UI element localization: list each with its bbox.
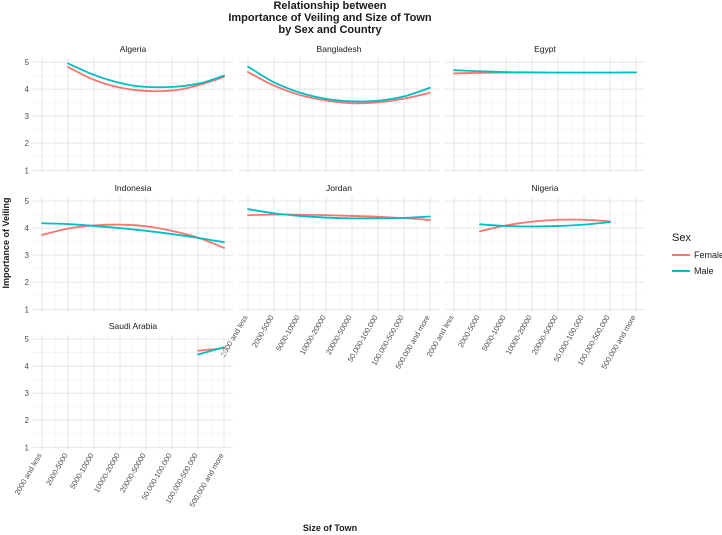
series-line-male: [479, 221, 611, 228]
legend-label-male: Male: [694, 266, 714, 276]
panel-egypt: Egypt: [445, 44, 645, 173]
series-line-male: [453, 69, 637, 74]
y-axis-label: Importance of Veiling: [1, 197, 11, 288]
chart-title-line-3: by Sex and Country: [278, 24, 382, 36]
series-line-male: [67, 62, 225, 89]
y-tick-label: 4: [25, 362, 30, 371]
y-tick-label: 2: [25, 416, 30, 425]
chart-title-line-2: Importance of Veiling and Size of Town: [228, 12, 432, 24]
panel-bangladesh: Bangladesh: [239, 44, 439, 173]
panel-algeria: Algeria 1 2 3 4 5: [25, 44, 233, 175]
x-tick-label: 2000 and less: [13, 451, 44, 496]
x-tick-label: 2000-5000: [44, 452, 70, 488]
panel-title: Jordan: [326, 183, 352, 193]
y-tick-label: 4: [25, 85, 30, 94]
x-tick-label: 5000-10000: [68, 452, 96, 491]
series-line-male: [197, 346, 225, 356]
panel-jordan: Jordan 2000 and less 2000-50005000-1000010…: [219, 183, 439, 371]
y-tick-label: 2: [25, 139, 30, 148]
series-line-female: [67, 66, 225, 93]
y-tick-label: 5: [25, 335, 30, 344]
panel-title: Nigeria: [532, 183, 559, 193]
x-tick-label: 2000 and less: [219, 313, 250, 358]
x-tick-label: 10000-20000: [504, 314, 534, 357]
x-tick-label: 2000-5000: [456, 314, 482, 350]
y-tick-label: 5: [25, 58, 30, 67]
y-tick-label: 1: [25, 305, 30, 314]
series-line-male: [247, 65, 431, 103]
series-line-male: [41, 222, 225, 244]
panel-indonesia: Indonesia 1 2 3 4 5: [25, 183, 233, 314]
legend-title: Sex: [672, 232, 691, 244]
panel-title: Indonesia: [115, 183, 152, 193]
x-tick-label: 10000-20000: [298, 314, 328, 357]
y-tick-label: 1: [25, 443, 30, 452]
legend-label-female: Female: [694, 250, 722, 260]
y-tick-label: 4: [25, 224, 30, 233]
legend: Sex Female Male: [672, 232, 722, 276]
x-axis-label: Size of Town: [303, 523, 357, 533]
panel-title: Egypt: [534, 44, 556, 54]
series-line-male: [247, 208, 431, 220]
y-tick-label: 5: [25, 197, 30, 206]
x-tick-label: 2000-5000: [250, 314, 276, 350]
facet-panels: Algeria 1 2 3 4 5 Bangladesh Egypt Indonesia 1 2 3 4…: [13, 44, 645, 509]
x-tick-label: 10000-20000: [92, 452, 122, 495]
chart-title-line-1: Relationship between: [273, 0, 386, 12]
y-tick-label: 1: [25, 166, 30, 175]
y-tick-label: 2: [25, 278, 30, 287]
y-tick-label: 3: [25, 112, 30, 121]
panel-title: Algeria: [120, 44, 147, 54]
x-tick-label: 20000-50000: [530, 314, 560, 357]
panel-title: Bangladesh: [317, 44, 362, 54]
panel-saudi-arabia: Saudi Arabia 1 2 3 4 5 2000 and less 2000-50005…: [13, 321, 233, 509]
y-tick-label: 3: [25, 389, 30, 398]
x-tick-label: 20000-50000: [118, 452, 148, 495]
x-tick-label: 5000-10000: [274, 314, 302, 353]
series-line-female: [247, 71, 431, 105]
x-tick-label: 20000-50000: [324, 314, 354, 357]
x-tick-label: 5000-10000: [480, 314, 508, 353]
panel-title: Saudi Arabia: [109, 321, 157, 331]
y-tick-label: 3: [25, 251, 30, 260]
